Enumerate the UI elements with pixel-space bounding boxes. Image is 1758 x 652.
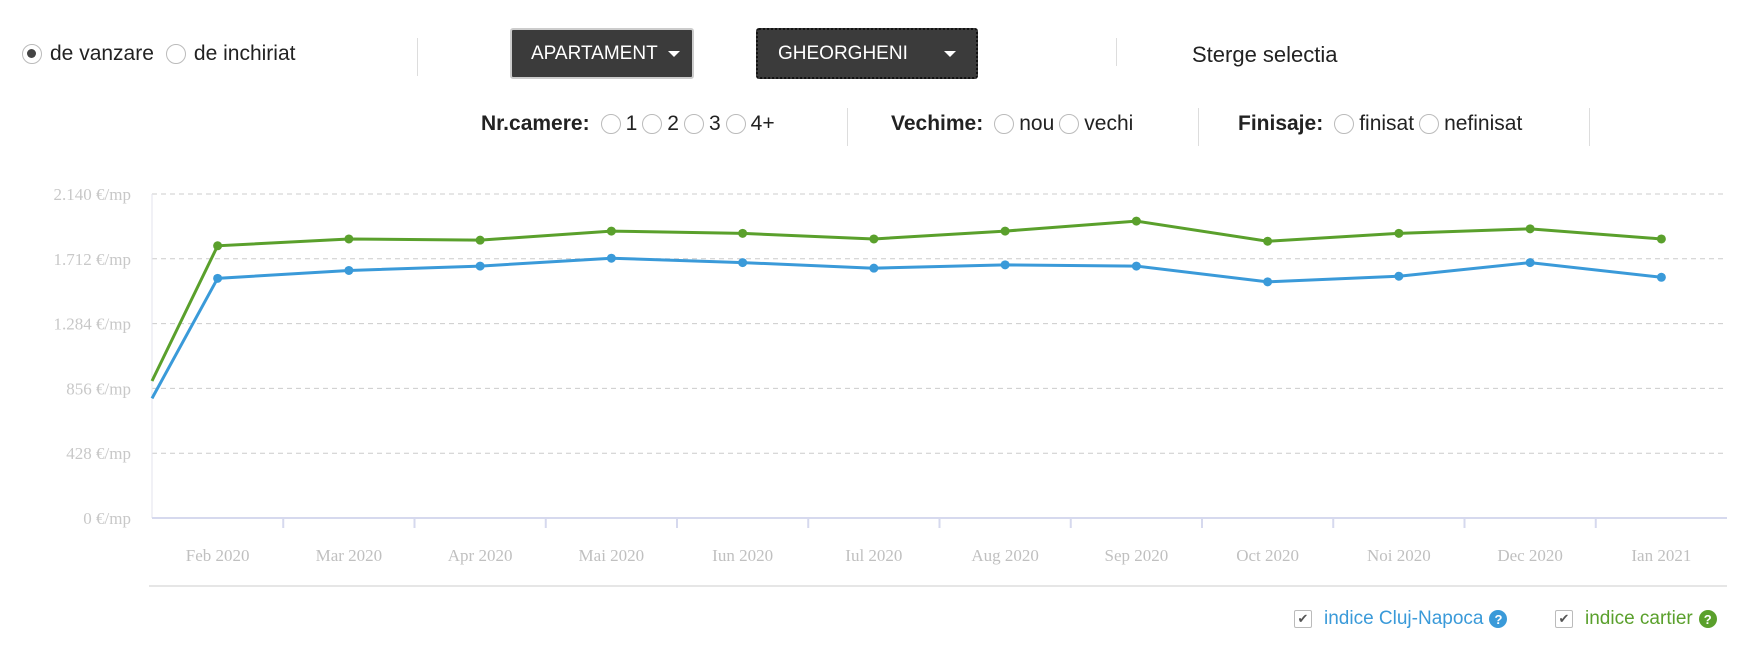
data-point	[606, 253, 616, 263]
y-tick-label: 1.284 €/mp	[54, 315, 131, 334]
radio-label: de inchiriat	[193, 42, 296, 65]
y-tick-label: 2.140 €/mp	[54, 185, 131, 204]
age-group: Vechime: nou vechi	[891, 112, 1133, 136]
data-point	[1000, 260, 1010, 270]
divider	[847, 108, 848, 146]
data-point	[869, 234, 879, 244]
option-label: 3	[708, 112, 721, 135]
data-point	[344, 265, 354, 275]
age-label: Vechime:	[891, 112, 984, 135]
radio-de-vanzare[interactable]	[22, 44, 42, 64]
property-type-dropdown[interactable]: APARTAMENT	[510, 28, 694, 79]
property-type-value: APARTAMENT	[531, 42, 658, 64]
data-point	[1131, 216, 1141, 226]
radio-age-vechi[interactable]	[1059, 114, 1080, 134]
series-line	[150, 219, 1662, 382]
price-index-chart: 0 €/mp 428 €/mp 856 €/mp 1.284 €/mp 1.712 €/…	[54, 185, 1727, 565]
clear-selection-link[interactable]: Sterge selectia	[1192, 42, 1338, 67]
radio-de-inchiriat[interactable]	[165, 44, 186, 64]
y-tick-label: 0 €/mp	[83, 509, 131, 528]
data-point	[1263, 236, 1273, 246]
divider	[1116, 38, 1117, 66]
divider	[1198, 108, 1199, 146]
data-point	[1394, 228, 1404, 238]
x-tick-label: Sep 2020	[1105, 546, 1169, 565]
x-tick-label: Noi 2020	[1367, 546, 1431, 565]
x-tick-label: Mai 2020	[579, 546, 645, 565]
finish-label: Finisaje:	[1238, 112, 1324, 135]
x-tick-label: Feb 2020	[186, 546, 250, 565]
divider	[1589, 108, 1590, 146]
data-point	[475, 261, 485, 271]
finish-group: Finisaje: finisat nefinisat	[1238, 112, 1522, 136]
radio-finish-nefinisat[interactable]	[1419, 114, 1440, 134]
legend-item-cartier[interactable]: ✔ indice cartier ?	[1555, 608, 1717, 630]
data-point	[1263, 277, 1273, 287]
x-tick-label: Mar 2020	[316, 546, 383, 565]
option-label: vechi	[1084, 112, 1134, 135]
chart-bottom-divider	[149, 585, 1727, 587]
neighborhood-dropdown[interactable]: GHEORGHENI	[756, 28, 978, 79]
rooms-group: Nr.camere: 1 2 3 4+	[481, 112, 775, 136]
x-tick-label: Oct 2020	[1236, 546, 1299, 565]
series-line	[150, 256, 1662, 400]
radio-rooms-2[interactable]	[642, 114, 663, 134]
option-label: 4+	[750, 112, 775, 135]
x-tick-label: Iun 2020	[712, 546, 773, 565]
legend-label: indice Cluj-Napoca	[1324, 608, 1484, 629]
x-tick-label: Dec 2020	[1497, 546, 1563, 565]
data-point	[1394, 271, 1404, 281]
data-point	[738, 258, 748, 268]
checkbox-cartier[interactable]: ✔	[1555, 610, 1573, 628]
legend-label: indice cartier	[1585, 608, 1693, 629]
data-point	[1525, 258, 1535, 268]
y-tick-label: 428 €/mp	[66, 444, 131, 463]
divider	[417, 38, 418, 76]
radio-rooms-3[interactable]	[683, 114, 704, 134]
option-label: 2	[667, 112, 679, 135]
y-tick-label: 856 €/mp	[66, 379, 131, 398]
x-tick-label: Ian 2021	[1631, 546, 1691, 565]
x-tick-label: Iul 2020	[845, 546, 902, 565]
caret-down-icon	[667, 50, 680, 57]
radio-finish-finisat[interactable]	[1334, 114, 1355, 134]
data-point	[606, 226, 616, 236]
data-point	[475, 235, 485, 245]
data-point	[1000, 226, 1010, 236]
data-point	[1525, 224, 1535, 234]
legend-item-cluj[interactable]: ✔ indice Cluj-Napoca ?	[1294, 608, 1508, 630]
radio-rooms-1[interactable]	[600, 114, 621, 134]
radio-rooms-4plus[interactable]	[725, 114, 746, 134]
y-tick-label: 1.712 €/mp	[54, 250, 131, 269]
option-label: 1	[625, 112, 638, 135]
option-label: finisat	[1359, 112, 1415, 135]
radio-label: de vanzare	[50, 42, 154, 65]
transaction-group: de vanzare de inchiriat	[22, 42, 295, 66]
data-point	[213, 241, 223, 251]
neighborhood-value: GHEORGHENI	[778, 42, 908, 64]
data-point	[1131, 261, 1141, 271]
option-label: nou	[1019, 112, 1055, 135]
caret-down-icon	[944, 51, 956, 57]
x-tick-label: Apr 2020	[448, 546, 513, 565]
data-point	[738, 228, 748, 238]
data-point	[213, 273, 223, 283]
option-label: nefinisat	[1444, 112, 1523, 135]
data-point	[344, 234, 354, 244]
x-tick-label: Aug 2020	[971, 546, 1039, 565]
radio-age-nou[interactable]	[994, 114, 1015, 134]
data-point	[1656, 234, 1666, 244]
data-point	[869, 263, 879, 273]
rooms-label: Nr.camere:	[481, 112, 590, 135]
data-point	[1656, 272, 1666, 282]
help-icon[interactable]: ?	[1698, 610, 1717, 628]
help-icon[interactable]: ?	[1489, 610, 1508, 628]
checkbox-cluj[interactable]: ✔	[1294, 610, 1312, 628]
